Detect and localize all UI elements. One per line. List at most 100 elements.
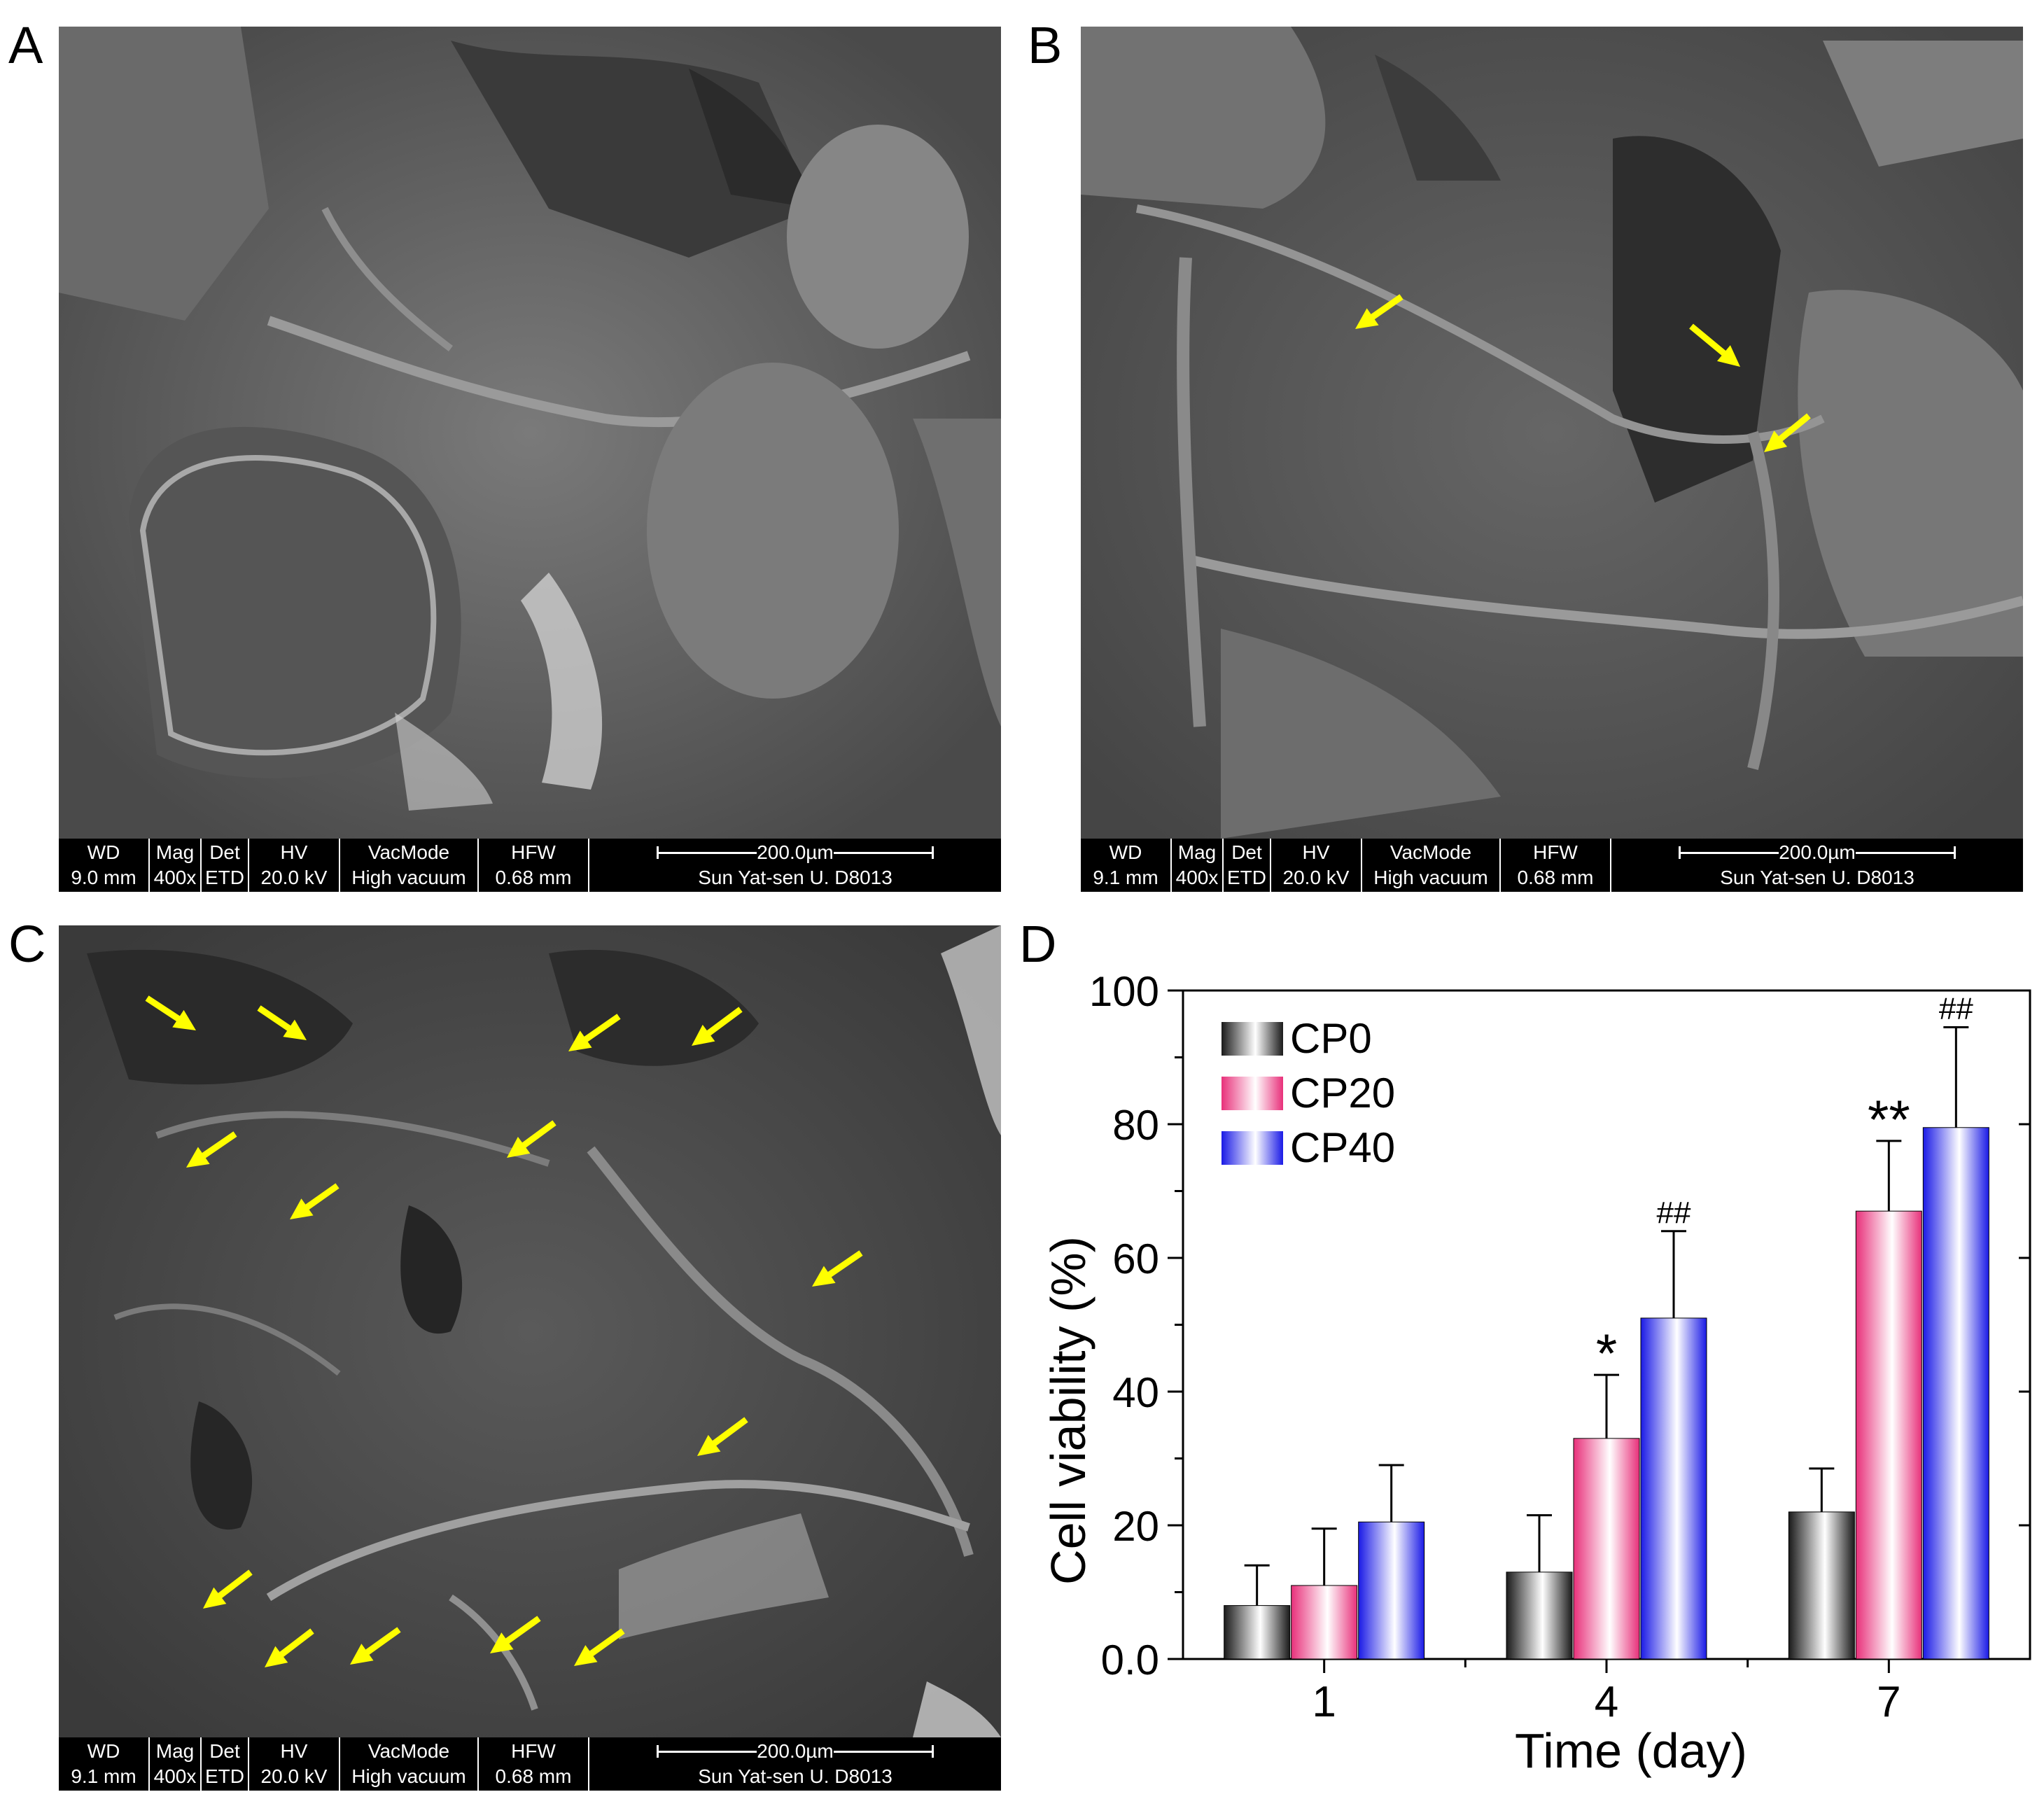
y-tick-label: 60 [1112, 1236, 1159, 1282]
mag-value: 400x [153, 1765, 197, 1787]
vacmode-label: VacMode [368, 1740, 450, 1762]
sem-panel-c: WD 9.1 mm Mag 400x Det ETD HV 20.0 kV VacMod… [59, 925, 1001, 1791]
arrow-head [697, 1434, 721, 1456]
mag-label: Mag [1177, 841, 1217, 863]
institution-label: Sun Yat-sen U. D8013 [698, 867, 892, 888]
legend-swatch [1222, 1022, 1283, 1056]
arrow-head [172, 1009, 196, 1030]
vacmode-label: VacMode [368, 841, 450, 863]
vacmode-value: High vacuum [351, 867, 466, 888]
y-tick-label: 0.0 [1101, 1637, 1159, 1684]
hv-value: 20.0 kV [260, 1765, 328, 1787]
hv-value: 20.0 kV [1282, 867, 1350, 888]
arrow-head [1764, 430, 1788, 452]
arrow-head [290, 1198, 314, 1219]
panel-label-b: B [1028, 16, 1063, 74]
significance-marker: ## [1657, 1196, 1691, 1230]
hfw-value: 0.68 mm [495, 867, 572, 888]
arrow-head [203, 1587, 227, 1609]
mag-value: 400x [1175, 867, 1219, 888]
hfw-label: HFW [1533, 841, 1578, 863]
arrow-head [186, 1147, 210, 1168]
sem-info-bar-b: WD 9.1 mm Mag 400x Det ETD HV 20.0 kV VacMod… [1081, 839, 2023, 892]
det-label: Det [1231, 841, 1262, 863]
arrow-head [1716, 345, 1740, 367]
hv-label: HV [280, 1740, 308, 1762]
y-tick-label: 40 [1112, 1369, 1159, 1416]
wd-value: 9.0 mm [71, 867, 136, 888]
arrow-head [1355, 308, 1379, 329]
arrow-markers-c [145, 995, 863, 1667]
hv-cell: HV 20.0 kV [249, 839, 340, 892]
mag-cell: Mag 400x [150, 1737, 202, 1791]
bar [1788, 1511, 1855, 1660]
wd-cell: WD 9.1 mm [1081, 839, 1172, 892]
panel-label-d: D [1019, 915, 1057, 973]
det-value: ETD [205, 1765, 244, 1787]
wd-label: WD [87, 1740, 120, 1762]
sem-info-bar-c: WD 9.1 mm Mag 400x Det ETD HV 20.0 kV VacMod… [59, 1737, 1001, 1791]
scale-label: 200.0µm [757, 1740, 834, 1762]
institution-label: Sun Yat-sen U. D8013 [1720, 867, 1914, 888]
mag-value: 400x [153, 867, 197, 888]
hv-cell: HV 20.0 kV [1271, 839, 1362, 892]
wd-label: WD [87, 841, 120, 863]
hfw-cell: HFW 0.68 mm [1501, 839, 1611, 892]
panel-label-c: C [8, 915, 46, 973]
sem-panel-b: WD 9.1 mm Mag 400x Det ETD HV 20.0 kV VacMod… [1081, 27, 2023, 892]
hv-label: HV [1302, 841, 1330, 863]
hfw-cell: HFW 0.68 mm [479, 1737, 589, 1791]
hfw-label: HFW [511, 841, 556, 863]
arrow-head [265, 1646, 288, 1667]
legend-swatch [1222, 1077, 1283, 1110]
sem-info-bar-a: WD 9.0 mm Mag 400x Det ETD HV 20.0 kV VacMod… [59, 839, 1001, 892]
scale-label: 200.0µm [757, 841, 834, 863]
cell-viability-chart: 0.0 20 40 60 80 100 1 4 * ## 7 ** ## CP0 CP20 CP40 Cell… [1041, 968, 2031, 1778]
bar [1922, 1127, 1989, 1660]
arrow-head [350, 1644, 374, 1665]
bar [1291, 1585, 1358, 1660]
significance-marker: ** [1868, 1088, 1910, 1150]
x-tick-label: 7 [1877, 1678, 1900, 1726]
vacmode-cell: VacMode High vacuum [340, 839, 479, 892]
bar [1506, 1572, 1573, 1660]
significance-marker: * [1596, 1322, 1617, 1384]
arrow-head [574, 1645, 598, 1666]
wd-cell: WD 9.1 mm [59, 1737, 150, 1791]
scale-cell: 200.0µm Sun Yat-sen U. D8013 [589, 839, 1001, 892]
det-value: ETD [205, 867, 244, 888]
x-tick-label: 1 [1312, 1678, 1336, 1726]
sem-micrograph-c [59, 925, 1001, 1737]
hv-label: HV [280, 841, 308, 863]
arrow-head [490, 1632, 514, 1653]
legend-swatch [1222, 1131, 1283, 1165]
bar [1224, 1605, 1291, 1660]
vacmode-value: High vacuum [351, 1765, 466, 1787]
sem-panel-a: WD 9.0 mm Mag 400x Det ETD HV 20.0 kV VacMod… [59, 27, 1001, 892]
bar [1855, 1210, 1922, 1660]
scale-cell: 200.0µm Sun Yat-sen U. D8013 [1611, 839, 2023, 892]
legend-label: CP0 [1290, 1015, 1372, 1062]
wd-value: 9.1 mm [71, 1765, 136, 1787]
y-tick-label: 80 [1112, 1102, 1159, 1149]
legend-label: CP40 [1290, 1124, 1395, 1171]
det-cell: Det ETD [202, 839, 249, 892]
legend-label: CP20 [1290, 1070, 1395, 1116]
det-label: Det [209, 841, 240, 863]
det-cell: Det ETD [1224, 839, 1271, 892]
y-tick-label: 20 [1112, 1503, 1159, 1550]
sem-micrograph-b [1081, 27, 2023, 839]
vacmode-cell: VacMode High vacuum [340, 1737, 479, 1791]
scale-cell: 200.0µm Sun Yat-sen U. D8013 [589, 1737, 1001, 1791]
panel-label-a: A [8, 16, 43, 74]
mag-cell: Mag 400x [1172, 839, 1224, 892]
mag-cell: Mag 400x [150, 839, 202, 892]
det-cell: Det ETD [202, 1737, 249, 1791]
det-value: ETD [1227, 867, 1266, 888]
scale-bar: 200.0µm [657, 1739, 934, 1764]
mag-label: Mag [155, 1740, 195, 1762]
wd-label: WD [1109, 841, 1142, 863]
hfw-label: HFW [511, 1740, 556, 1762]
hfw-value: 0.68 mm [495, 1765, 572, 1787]
arrow-head [507, 1136, 531, 1158]
